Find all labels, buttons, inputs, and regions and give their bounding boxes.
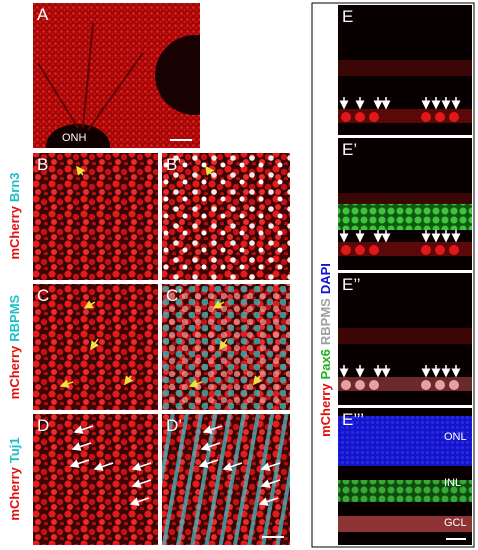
cell	[421, 380, 431, 390]
panel-label: B’	[166, 155, 181, 174]
image-panel	[338, 408, 472, 545]
panel-label: D	[37, 416, 49, 435]
arrow	[212, 300, 225, 309]
arrow	[260, 479, 281, 488]
image-panel	[338, 138, 472, 270]
arrow	[131, 479, 152, 488]
arrow	[124, 375, 134, 386]
cell	[355, 245, 365, 255]
panel-label: E	[342, 7, 353, 26]
label-part: Tuj1	[7, 437, 22, 463]
label-part: Pax6	[318, 349, 333, 379]
band	[338, 328, 472, 344]
arrow	[188, 379, 203, 388]
arrow	[253, 375, 263, 386]
panel-label: E’	[342, 140, 357, 159]
label-part: mCherry	[7, 345, 22, 399]
label-part: Brn3	[7, 172, 22, 202]
label-part: RBPMS	[318, 298, 333, 345]
cell	[369, 112, 379, 122]
cell	[369, 380, 379, 390]
arrow	[93, 462, 114, 471]
arrow	[258, 497, 279, 506]
right-frame	[311, 2, 475, 548]
cell	[435, 112, 445, 122]
side-label: mCherry Pax6 RBPMS DAPI	[318, 263, 333, 437]
label-part: DAPI	[318, 263, 333, 294]
row-label: mCherry RBPMS	[7, 294, 22, 399]
arrow	[131, 462, 152, 471]
layer-label: ONL	[444, 431, 467, 443]
cell	[449, 245, 459, 255]
cell	[341, 245, 351, 255]
cell	[369, 245, 379, 255]
cell	[341, 112, 351, 122]
arrow	[200, 442, 221, 451]
row-label: mCherry Brn3	[7, 172, 22, 259]
arrow	[73, 425, 94, 434]
label-part: mCherry	[7, 205, 22, 259]
label-part: RBPMS	[7, 294, 22, 341]
cell	[421, 245, 431, 255]
dark-region	[155, 35, 200, 115]
annotation: ONH	[62, 132, 87, 144]
arrow	[198, 459, 219, 468]
cell	[421, 112, 431, 122]
arrow	[205, 165, 215, 176]
panel-label: C	[37, 286, 49, 305]
arrow	[90, 338, 99, 351]
tissue	[33, 284, 158, 410]
layer-label: INL	[444, 477, 461, 489]
tissue	[33, 414, 158, 545]
labels: AB B’C C’D D’EE’E’’E’’’ONHmCherryBrn3mCherr…	[7, 5, 467, 529]
image-panel	[162, 284, 290, 410]
image-panel	[338, 273, 472, 405]
image-panel	[162, 153, 290, 280]
panel-label: E’’’	[342, 410, 364, 429]
cell	[449, 380, 459, 390]
overlay	[162, 153, 290, 280]
onl	[338, 416, 472, 466]
panels	[33, 3, 472, 545]
arrow	[83, 300, 96, 309]
label-part: mCherry	[318, 383, 333, 437]
panel-label: C’	[166, 286, 182, 305]
onh	[46, 124, 110, 148]
panel-label: A	[37, 5, 49, 24]
tissue	[33, 153, 158, 280]
cell	[341, 380, 351, 390]
row-label: mCherry Tuj1	[7, 437, 22, 520]
arrow	[202, 425, 223, 434]
arrow	[129, 497, 150, 506]
cell	[449, 112, 459, 122]
panel-label: D’	[166, 416, 182, 435]
image-panel	[33, 153, 158, 280]
cell	[435, 245, 445, 255]
arrow	[71, 442, 92, 451]
image-panel	[33, 3, 200, 148]
arrow	[219, 338, 228, 351]
arrow	[59, 379, 74, 388]
inl	[338, 204, 472, 230]
band	[338, 60, 472, 76]
panel-label: B	[37, 155, 48, 174]
cell	[435, 380, 445, 390]
vessel	[37, 22, 144, 131]
panel-label: E’’	[342, 275, 361, 294]
layer-label: GCL	[444, 517, 467, 529]
inl	[338, 480, 472, 502]
label-part: mCherry	[7, 466, 22, 520]
image-panel	[338, 5, 472, 135]
cell	[355, 380, 365, 390]
arrow	[76, 165, 86, 176]
image-panel	[33, 414, 158, 545]
image-panel	[162, 414, 290, 545]
image-panel	[33, 284, 158, 410]
cell	[355, 112, 365, 122]
arrow	[69, 459, 90, 468]
gcl	[338, 516, 472, 532]
arrow	[222, 462, 243, 471]
arrow	[260, 462, 281, 471]
